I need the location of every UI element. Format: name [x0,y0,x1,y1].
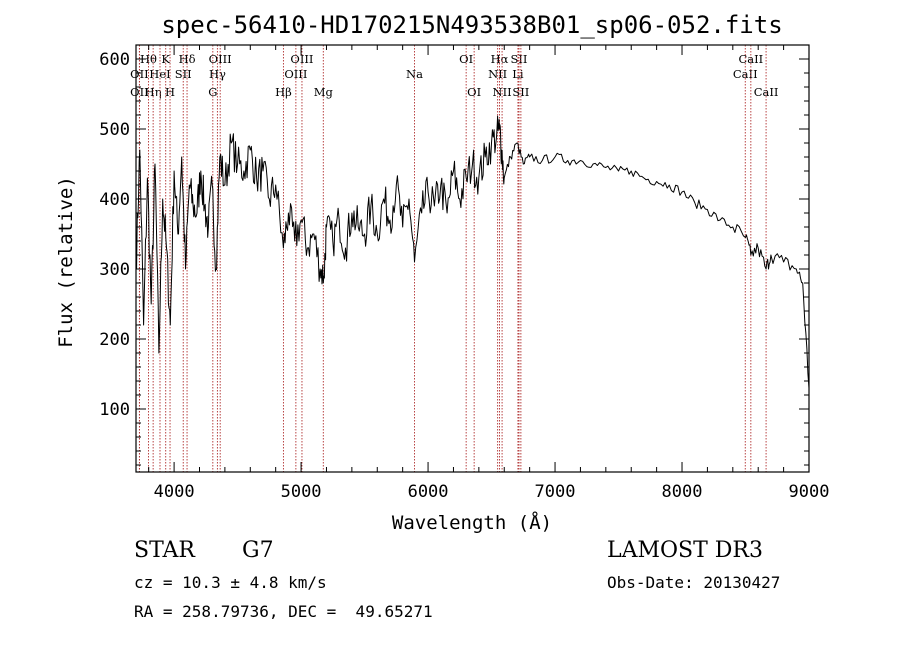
spectrum-series [135,115,810,389]
y-tick-label: 200 [99,330,130,350]
y-tick-label: 400 [99,190,130,210]
x-tick-label: 4000 [154,482,195,502]
plot-frame [135,44,810,473]
x-tick-label: 7000 [535,482,576,502]
chart-title: spec-56410-HD170215N493538B01_sp06-052.f… [161,11,782,39]
spectral-line-label: Hγ [209,67,226,81]
spectral-line-label: NII [488,67,507,81]
y-tick-label: 600 [99,50,130,70]
spectral-line-label: OIII [209,52,232,66]
spectral-line-label: Hη [145,85,162,99]
spectral-line-label: K [161,52,170,66]
spectral-line-label: CaII [754,85,779,99]
y-tick-label: 300 [99,260,130,280]
spectral-lines: OIIOIIHθHηHeIKHSIIHδGHγOIIIHβOIIIOIIIMgN… [130,45,778,472]
spectral-line-label: SII [512,85,529,99]
x-tick-label: 9000 [789,482,830,502]
coordinates: RA = 258.79736, DEC = 49.65271 [134,602,433,621]
survey-name: LAMOST DR3 [607,538,763,563]
spectral-line-label: OII [130,85,149,99]
spectral-line-label: Hα [491,52,509,66]
spectral-line-label: Hβ [275,85,292,99]
redshift-cz: cz = 10.3 ± 4.8 km/s [134,573,327,592]
spectral-line-label: OIII [290,52,313,66]
spectral-line-label: Na [406,67,423,81]
spectral-line-label: SII [510,52,527,66]
spectral-line-label: G [208,85,217,99]
spectral-line-label: Hδ [179,52,196,66]
obs-date: Obs-Date: 20130427 [607,573,781,592]
axes: 4000 5000 6000 7000 8000 9000 100 200 300 400 500 6… [99,44,830,502]
spectrum-line [135,115,810,389]
x-tick-label: 8000 [662,482,703,502]
x-tick-label: 6000 [408,482,449,502]
spectral-line-label: H [165,85,175,99]
subclass: G7 [242,538,274,563]
spectral-line-label: OI [459,52,473,66]
x-tick-label: 5000 [281,482,322,502]
spectral-line-label: Li [512,67,524,81]
spectral-line-label: Mg [314,85,334,99]
x-axis-label: Wavelength (Å) [392,511,552,534]
y-tick-label: 100 [99,400,130,420]
spectral-line-label: CaII [733,67,758,81]
spectral-line-label: OII [130,67,149,81]
spectral-line-label: NII [493,85,512,99]
y-tick-label: 500 [99,120,130,140]
spectral-line-label: OIII [284,67,307,81]
spectral-line-label: HeI [149,67,170,81]
spectral-line-label: OI [467,85,481,99]
spectral-line-label: CaII [738,52,763,66]
object-type: STAR [134,538,195,563]
spectral-line-label: SII [175,67,192,81]
y-axis-label: Flux (relative) [55,176,77,348]
